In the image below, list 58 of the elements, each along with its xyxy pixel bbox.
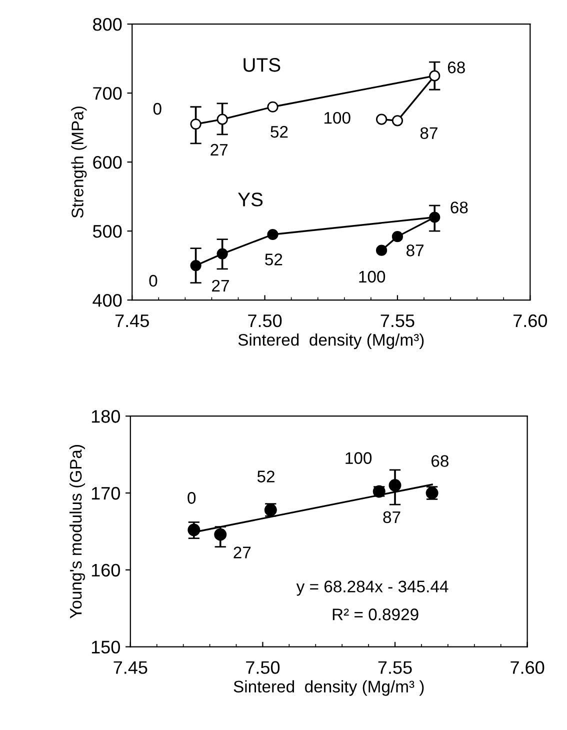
point: [388, 479, 402, 492]
annotation: y = 68.284x - 345.44: [296, 580, 448, 596]
annotation: R² = 0.8929: [332, 608, 418, 620]
annotation: 27: [210, 144, 228, 156]
annotation: 0: [153, 102, 162, 115]
y-tick-label: 600: [93, 156, 122, 169]
annotation: 68: [432, 455, 448, 467]
point: [392, 115, 404, 126]
y-tick-label: 500: [92, 224, 122, 238]
annotation: 68: [450, 202, 468, 214]
point: [429, 212, 440, 223]
annotation: 0: [149, 274, 158, 287]
x-tick-label: 7.50: [246, 661, 280, 674]
point: [190, 260, 202, 272]
y-axis-title: Strength (MPa): [71, 106, 87, 218]
annotation: 0: [188, 492, 196, 504]
y-axis-title: Young's modulus (GPa): [69, 445, 86, 619]
annotation: 52: [265, 254, 282, 266]
y-tick-label: 150: [92, 640, 120, 654]
point: [188, 524, 200, 536]
x-tick-label: 7.45: [114, 661, 148, 674]
point: [214, 528, 227, 541]
y-tick-label: 160: [92, 564, 120, 577]
annotation: 68: [448, 62, 465, 74]
annotation: 100: [346, 452, 372, 464]
y-tick-label: 700: [93, 87, 122, 100]
annotation: 52: [257, 470, 274, 482]
annotation: 87: [420, 127, 438, 140]
series-label: YS: [238, 192, 263, 206]
point: [429, 70, 440, 82]
annotation: 100: [324, 112, 350, 124]
point: [376, 244, 388, 256]
point: [376, 114, 388, 125]
point: [216, 114, 228, 125]
y-tick-label: 800: [93, 18, 122, 31]
x-tick-label: 7.60: [510, 661, 544, 674]
x-tick-label: 7.60: [514, 314, 548, 328]
point: [267, 228, 278, 240]
x-tick-label: 7.50: [248, 314, 282, 328]
annotation: 27: [234, 546, 251, 558]
series-label: UTS: [244, 58, 280, 72]
x-tick-label: 7.45: [115, 314, 149, 328]
annotation: 52: [270, 126, 288, 138]
point: [216, 248, 228, 260]
x-axis-title: Sintered density (Mg/m³ ): [234, 680, 424, 696]
x-tick-label: 7.55: [378, 661, 412, 674]
annotation: 87: [383, 511, 400, 524]
point: [267, 101, 278, 112]
annotation: 87: [406, 244, 424, 256]
y-tick-label: 170: [92, 486, 120, 500]
annotation: 100: [359, 270, 386, 283]
y-tick-label: 180: [92, 410, 120, 423]
x-tick-label: 7.55: [380, 314, 414, 328]
annotation: 27: [212, 280, 229, 292]
x-axis-title: Sintered density (Mg/m³): [238, 334, 424, 350]
point: [392, 231, 404, 242]
point: [190, 118, 202, 130]
y-tick-label: 400: [92, 294, 122, 307]
